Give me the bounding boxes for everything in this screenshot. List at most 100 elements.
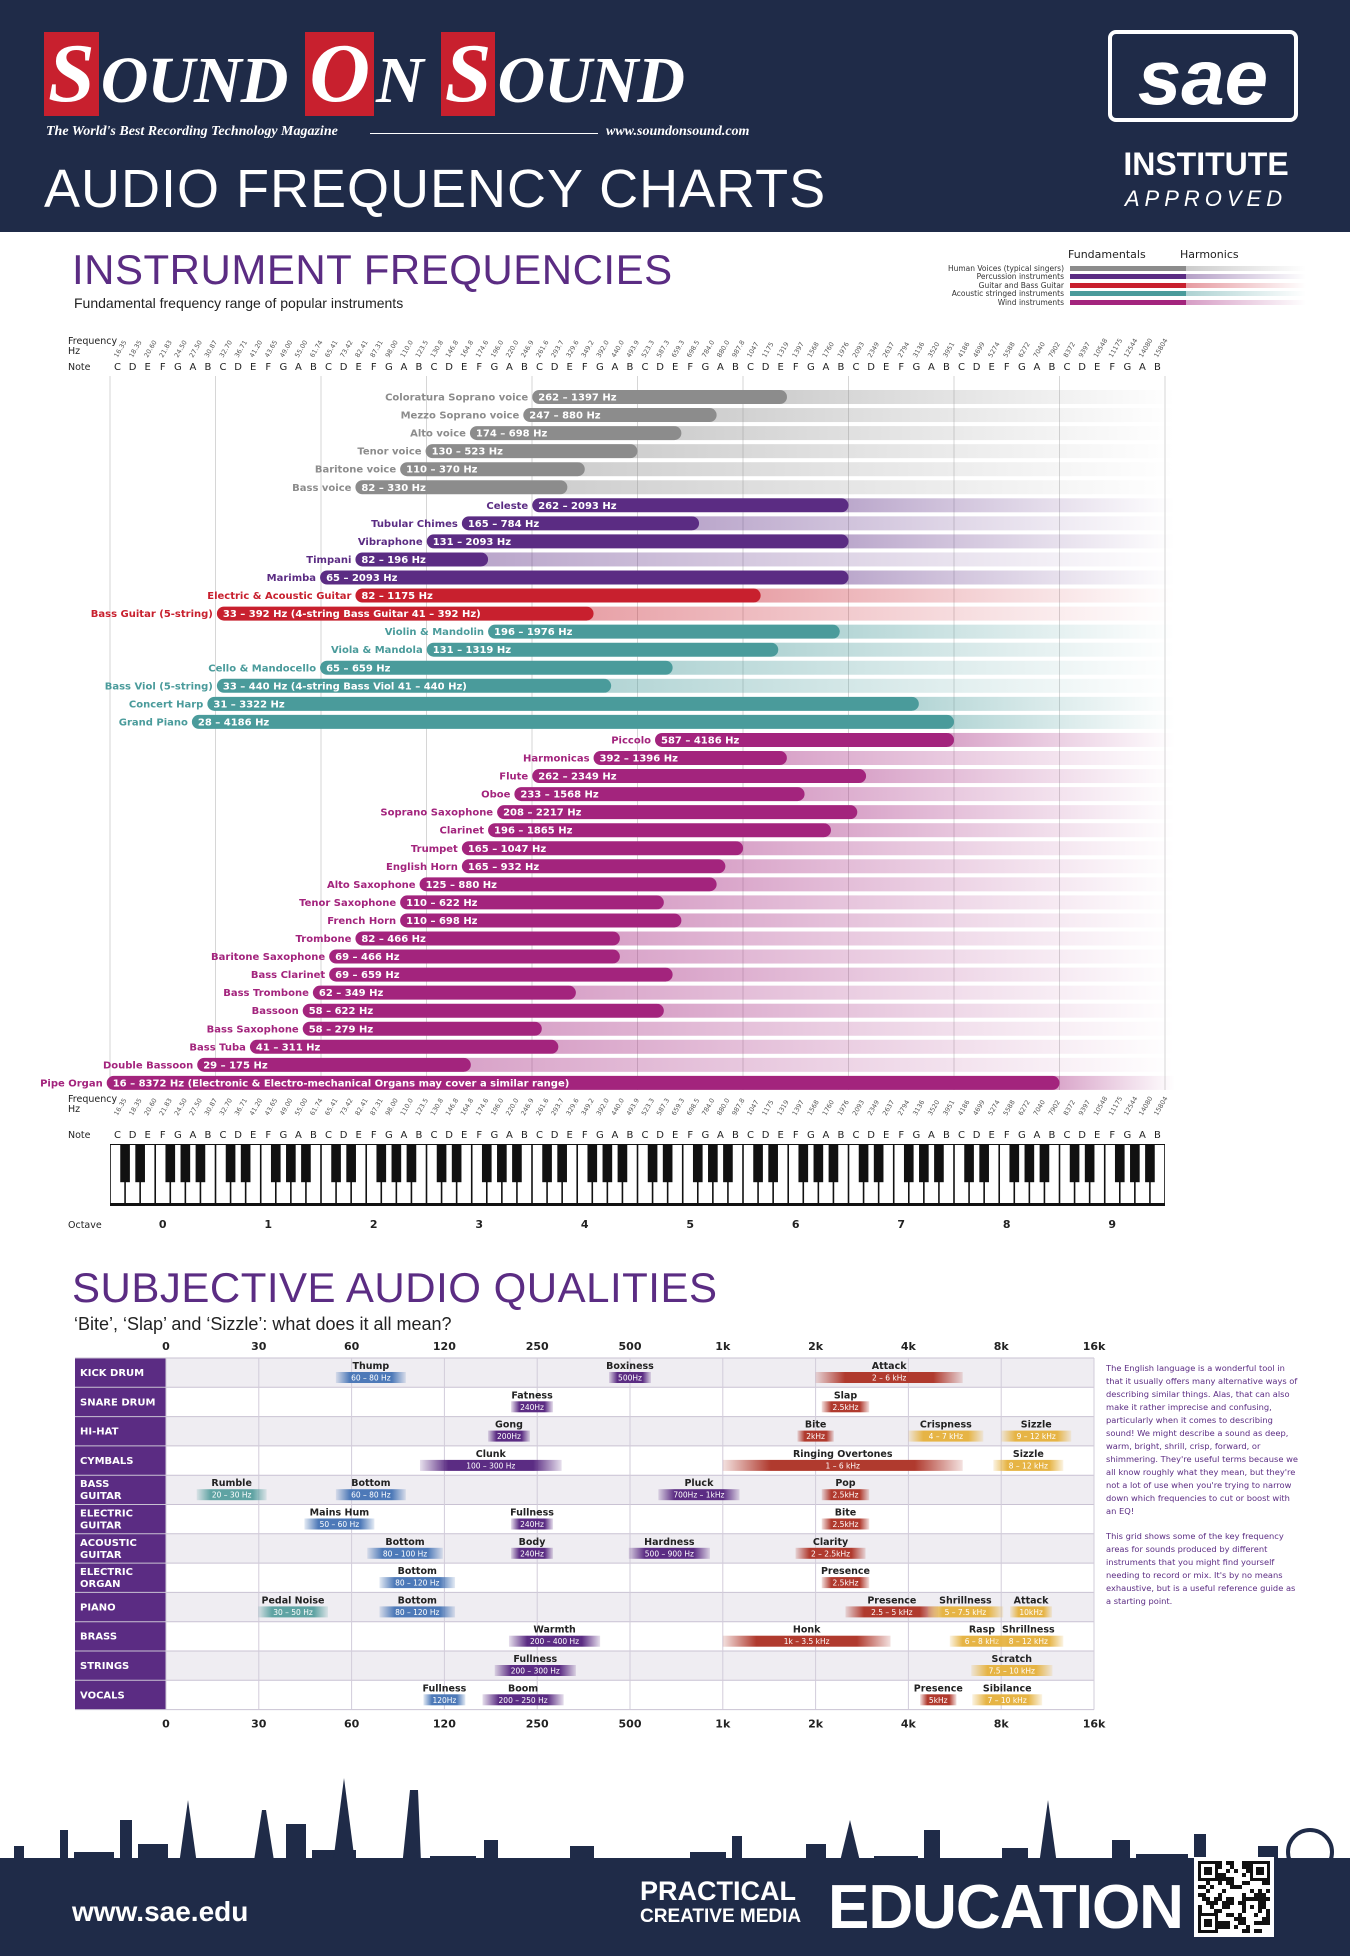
black-key bbox=[919, 1145, 929, 1183]
harmonic-bar bbox=[824, 823, 1175, 838]
quality-label: Clunk bbox=[476, 1449, 507, 1460]
frequency-tick-label: 146.8 bbox=[444, 1097, 460, 1117]
quality-range-label: 6 – 8 kHz bbox=[965, 1637, 999, 1646]
magazine-url[interactable]: www.soundonsound.com bbox=[606, 124, 750, 139]
quality-label: Pluck bbox=[684, 1478, 714, 1489]
row-header bbox=[75, 1563, 166, 1593]
qr-module bbox=[1266, 1913, 1270, 1917]
note-tick-label: A bbox=[717, 362, 724, 373]
frequency-tick-label: 32.70 bbox=[218, 339, 234, 359]
qr-module bbox=[1202, 1897, 1206, 1901]
qr-module bbox=[1242, 1881, 1246, 1885]
note-tick-label: D bbox=[340, 362, 348, 373]
bar-range-label: 82 – 196 Hz bbox=[361, 555, 426, 566]
instrument-name-label: Timpani bbox=[306, 555, 351, 566]
quality-range-label: 2.5 – 5 kHz bbox=[871, 1608, 913, 1617]
quality-range-pill bbox=[722, 1459, 963, 1471]
frequency-tick-label: 43.65 bbox=[263, 1097, 279, 1117]
note-tick-label: B bbox=[310, 362, 317, 373]
note-tick-label: F bbox=[265, 1130, 271, 1141]
harmonic-bar bbox=[851, 805, 1175, 820]
harmonic-bar bbox=[912, 696, 1175, 711]
legend-label: Percussion instruments bbox=[976, 272, 1064, 282]
black-key bbox=[647, 1145, 658, 1183]
frequency-tick-label: 110.0 bbox=[399, 339, 415, 359]
qr-module bbox=[1218, 1893, 1222, 1897]
qr-module bbox=[1206, 1889, 1210, 1893]
note-tick-label: C bbox=[325, 1130, 332, 1141]
fundamental-bar bbox=[655, 732, 955, 747]
fundamental-bar bbox=[514, 787, 805, 802]
fundamental-bar bbox=[461, 859, 726, 874]
quality-range-pill bbox=[257, 1606, 328, 1618]
instrument-name-label: Bass Guitar (5-string) bbox=[91, 609, 213, 620]
frequency-tick-label: 220.0 bbox=[504, 339, 520, 359]
frequency-tick-label: 2093 bbox=[851, 341, 866, 359]
note-tick-label: B bbox=[521, 362, 528, 373]
frequency-tick-label: 784.0 bbox=[700, 1097, 716, 1117]
bar-range-label: 247 – 880 Hz bbox=[529, 411, 601, 422]
frequency-tick-label: 27.50 bbox=[188, 339, 204, 359]
x-tick-label: 8k bbox=[994, 1718, 1010, 1731]
note-tick-label: B bbox=[416, 362, 423, 373]
frequency-tick-label: 2637 bbox=[881, 341, 896, 359]
note-tick-label: B bbox=[1049, 362, 1056, 373]
logo-word: OUND bbox=[100, 44, 289, 117]
fundamental-bar bbox=[400, 462, 585, 477]
octave-number: 0 bbox=[159, 1218, 167, 1231]
qr-code-icon[interactable] bbox=[1194, 1857, 1274, 1937]
note-tick-label: A bbox=[189, 1130, 196, 1141]
frequency-tick-label: 659.3 bbox=[670, 339, 686, 359]
qr-module bbox=[1266, 1897, 1270, 1901]
black-key bbox=[120, 1145, 130, 1183]
frequency-tick-label: 36.71 bbox=[233, 339, 249, 359]
qr-module bbox=[1218, 1925, 1222, 1929]
row-header bbox=[75, 1592, 166, 1622]
fundamental-bar bbox=[461, 516, 700, 531]
frequency-tick-label: 587.3 bbox=[655, 339, 671, 359]
qr-module bbox=[1226, 1921, 1230, 1925]
frequency-tick-label: 7902 bbox=[1047, 1099, 1062, 1117]
instrument-name-label: Clarinet bbox=[439, 826, 484, 837]
footer-url[interactable]: www.sae.edu bbox=[72, 1896, 249, 1927]
harmonic-bar bbox=[719, 859, 1175, 874]
row-label: GUITAR bbox=[80, 1521, 122, 1532]
qr-module bbox=[1198, 1885, 1202, 1889]
black-key bbox=[753, 1145, 763, 1183]
frequency-tick-label: 24.50 bbox=[173, 339, 189, 359]
note-tick-label: B bbox=[943, 1130, 950, 1141]
note-tick-label: E bbox=[250, 1130, 256, 1141]
note-tick-label: F bbox=[582, 1130, 588, 1141]
note-tick-label: D bbox=[234, 1130, 242, 1141]
instrument-name-label: Mezzo Soprano voice bbox=[401, 411, 520, 422]
frequency-tick-label: 4186 bbox=[956, 1099, 971, 1117]
quality-range-label: 2 – 6 kHz bbox=[872, 1374, 906, 1383]
instrument-name-label: Bassoon bbox=[252, 1006, 299, 1017]
black-key bbox=[391, 1145, 402, 1183]
note-tick-label: B bbox=[416, 1130, 423, 1141]
instrument-name-label: Bass voice bbox=[292, 483, 352, 494]
row-label: BASS bbox=[80, 1479, 109, 1490]
harmonic-bar bbox=[613, 931, 1175, 946]
instrument-name-label: Harmonicas bbox=[523, 754, 590, 765]
note-tick-label: A bbox=[295, 362, 302, 373]
instrument-name-label: Double Bassoon bbox=[103, 1060, 193, 1071]
note-tick-label: D bbox=[551, 1130, 559, 1141]
frequency-tick-label: 246.9 bbox=[519, 339, 535, 359]
quality-range-pill bbox=[927, 1606, 1004, 1618]
tagline-rule bbox=[370, 133, 598, 134]
qr-module bbox=[1242, 1929, 1246, 1933]
note-tick-label: G bbox=[1123, 1130, 1131, 1141]
black-key bbox=[1084, 1145, 1095, 1183]
legend-label: Guitar and Bass Guitar bbox=[978, 280, 1064, 290]
fundamental-bar bbox=[593, 751, 787, 765]
bar-range-label: 262 – 2349 Hz bbox=[538, 772, 617, 783]
harmonic-bar bbox=[552, 1039, 1175, 1054]
fundamental-bar bbox=[426, 534, 849, 549]
quality-range-pill bbox=[722, 1635, 891, 1647]
frequency-tick-label: 7040 bbox=[1032, 1099, 1047, 1117]
qr-module bbox=[1230, 1861, 1234, 1865]
instrument-name-label: Bass Trombone bbox=[223, 988, 309, 999]
bar-range-label: 16 – 8372 Hz (Electronic & Electro-mecha… bbox=[113, 1078, 570, 1089]
note-tick-label: C bbox=[958, 362, 965, 373]
